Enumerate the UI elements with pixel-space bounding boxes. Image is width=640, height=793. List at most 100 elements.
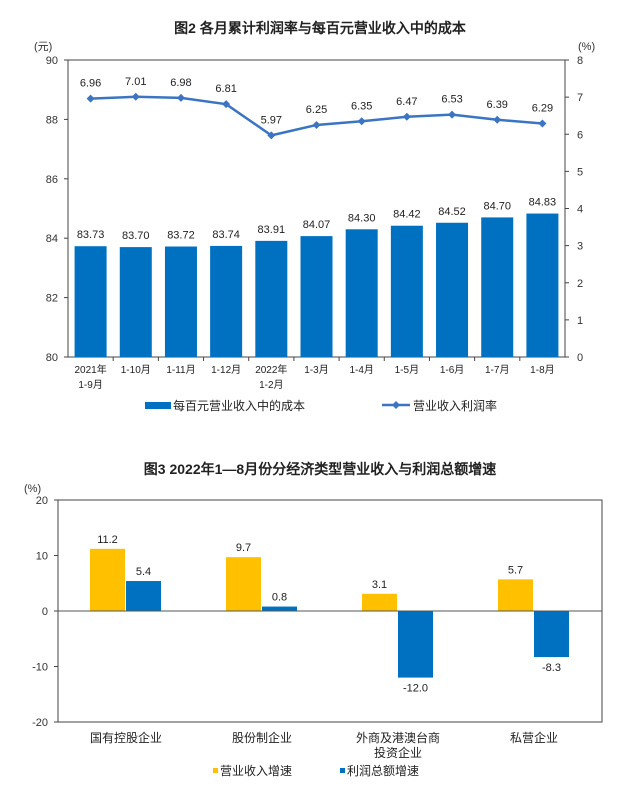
- chart2-legend-swatch-revenue: [213, 768, 218, 773]
- chart1-left-tick: 90: [46, 55, 58, 67]
- chart1-legend-bar-label: 每百元营业收入中的成本: [173, 398, 305, 413]
- chart1-bar-label: 84.70: [483, 200, 511, 212]
- chart1-bar-label: 84.42: [393, 209, 421, 221]
- chart2-bar: [126, 581, 161, 611]
- chart1-category-label: 1-2月: [259, 379, 283, 391]
- chart1-line-label: 6.29: [532, 102, 553, 114]
- chart1-bar-label: 83.73: [77, 229, 105, 241]
- chart1-bar: [255, 240, 288, 357]
- chart2-bar-label: -8.3: [542, 662, 561, 674]
- chart1-line-point: [86, 94, 95, 103]
- chart2-category-label: 国有控股企业: [90, 730, 162, 745]
- chart1-category-label: 1-5月: [395, 364, 419, 376]
- chart1-category-label: 1-11月: [166, 364, 195, 376]
- chart1-category-label: 1-12月: [211, 364, 241, 376]
- chart1-category-label: 1-7月: [485, 364, 509, 376]
- chart1-category-label: 2022年: [255, 363, 287, 376]
- chart1-bar: [119, 247, 152, 357]
- chart2-bar-label: 5.4: [136, 566, 151, 578]
- chart1-right-tick: 1: [577, 315, 583, 327]
- chart1-left-tick: 82: [46, 293, 58, 305]
- chart2-y-tick: -10: [32, 662, 48, 674]
- chart2-category-label: 外商及港澳台商: [356, 730, 440, 745]
- chart1-bar-label: 83.70: [122, 230, 150, 242]
- chart1-bar-label: 83.91: [258, 224, 286, 236]
- chart1-category-label: 1-8月: [530, 364, 554, 376]
- chart1-line-point: [131, 92, 140, 101]
- chart1-line-point: [538, 119, 547, 128]
- chart1-bar: [436, 222, 469, 357]
- chart2-unit: (%): [24, 483, 41, 495]
- chart1-right-tick: 2: [577, 278, 583, 290]
- chart2-legend-label-revenue: 营业收入增速: [220, 764, 292, 778]
- chart1-left-tick: 88: [46, 114, 58, 126]
- chart1-left-tick: 84: [46, 233, 58, 245]
- chart2-category-label: 私营企业: [510, 730, 558, 745]
- chart2-legend-label-profit: 利润总额增速: [347, 764, 419, 778]
- chart1-category-label: 1-3月: [304, 364, 328, 376]
- chart1-bar: [74, 246, 107, 357]
- chart2-title: 图3 2022年1—8月份分经济类型营业收入与利润总额增速: [144, 461, 496, 477]
- chart1-line-label: 6.53: [441, 94, 462, 106]
- chart2-bar: [262, 606, 297, 611]
- chart1-left-unit: (元): [34, 41, 52, 53]
- chart1-bar: [210, 245, 243, 357]
- chart1-category-label: 1-4月: [349, 364, 373, 376]
- chart1-bar: [300, 236, 333, 357]
- chart1-line-label: 7.01: [125, 76, 146, 88]
- chart1-legend-bar-swatch: [145, 402, 171, 409]
- chart2-bar-label: 3.1: [372, 579, 387, 591]
- chart1-line-point: [176, 93, 185, 102]
- chart1-bar: [390, 225, 423, 357]
- chart1-bar-label: 84.30: [348, 212, 376, 224]
- chart1-line-label: 6.25: [306, 104, 327, 116]
- chart1-right-unit: (%): [578, 41, 595, 53]
- chart1-line-point: [402, 112, 411, 121]
- chart1-bar-label: 84.52: [438, 206, 466, 218]
- chart1-line-series: [90, 95, 543, 137]
- chart2-bar-label: 9.7: [236, 542, 251, 554]
- chart1-bar-label: 84.07: [303, 219, 331, 231]
- chart2-bar: [362, 593, 397, 611]
- chart1-bar: [345, 229, 378, 357]
- chart2-bar: [534, 611, 569, 658]
- chart2-category-label: 股份制企业: [232, 730, 292, 745]
- chart2-bar-label: 0.8: [272, 592, 287, 604]
- chart1-line-point: [222, 100, 231, 109]
- chart2-y-tick: 0: [42, 606, 48, 618]
- chart1-line-point: [448, 110, 457, 119]
- chart1-bar: [481, 217, 514, 357]
- chart1-category-label: 1-10月: [121, 364, 151, 376]
- chart1-line-point: [493, 115, 502, 124]
- chart1-left-tick: 80: [46, 352, 58, 364]
- chart2-y-tick: 10: [36, 551, 48, 563]
- chart1-left-tick: 86: [46, 174, 58, 186]
- chart1-right-tick: 0: [577, 352, 583, 364]
- chart1-line-point: [357, 117, 366, 126]
- chart1-right-tick: 3: [577, 241, 583, 253]
- chart1-category-label: 1-9月: [78, 379, 102, 391]
- chart1-line-label: 6.98: [170, 77, 191, 89]
- chart1-line-label: 6.47: [396, 96, 417, 108]
- chart2-bar: [226, 557, 261, 611]
- chart1-line-point: [267, 131, 276, 140]
- chart1-bar: [164, 246, 197, 357]
- chart1-line-label: 5.97: [261, 114, 282, 126]
- chart2-bar: [498, 579, 533, 611]
- chart1-bar-label: 83.74: [212, 229, 240, 241]
- chart1-bar-label: 83.72: [167, 230, 195, 242]
- chart1-bar-label: 84.83: [529, 197, 557, 209]
- chart1-bar: [526, 213, 559, 357]
- chart1-right-tick: 8: [577, 55, 583, 67]
- chart1-category-label: 2021年: [74, 363, 106, 376]
- chart1-title: 图2 各月累计利润率与每百元营业收入中的成本: [174, 20, 467, 36]
- chart1-right-tick: 7: [577, 92, 583, 104]
- chart1-line-point: [312, 120, 321, 129]
- chart2-category-label: 投资企业: [374, 745, 422, 760]
- chart1-right-tick: 6: [577, 129, 583, 141]
- chart1-line-label: 6.39: [487, 99, 508, 111]
- chart2-y-tick: -20: [32, 717, 48, 729]
- chart1-category-label: 1-6月: [440, 364, 464, 376]
- chart2-bar-label: -12.0: [403, 683, 428, 695]
